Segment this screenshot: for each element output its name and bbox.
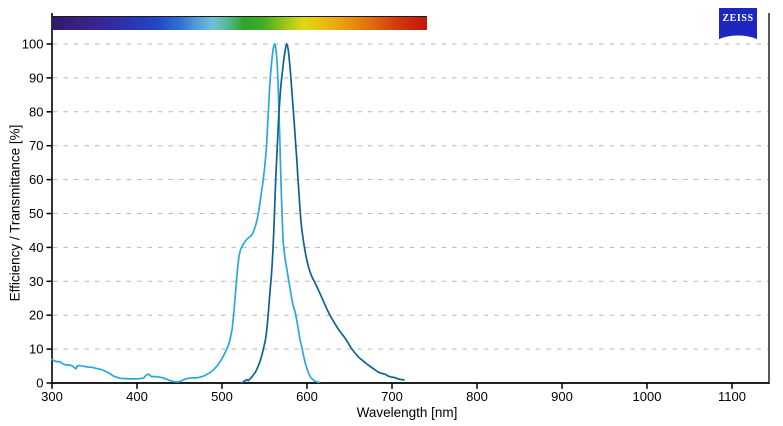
y-tick-label-40: 40 <box>29 240 43 255</box>
x-axis-title: Wavelength [nm] <box>356 405 458 420</box>
y-tick-label-100: 100 <box>22 37 44 52</box>
x-tick-label-800: 800 <box>466 389 488 404</box>
x-tick-label-400: 400 <box>126 389 148 404</box>
x-tick-label-500: 500 <box>211 389 233 404</box>
x-tick-label-700: 700 <box>381 389 403 404</box>
y-tick-label-80: 80 <box>29 104 43 119</box>
y-tick-label-50: 50 <box>29 206 43 221</box>
y-tick-label-30: 30 <box>29 274 43 289</box>
zeiss-logo-background <box>719 8 757 39</box>
zeiss-logo-lens-curve <box>719 35 757 39</box>
wavelength-spectrum-bar <box>52 16 427 30</box>
x-tick-label-1100: 1100 <box>718 389 746 404</box>
x-tick-label-300: 300 <box>41 389 63 404</box>
y-tick-label-70: 70 <box>29 138 43 153</box>
y-tick-label-10: 10 <box>29 342 43 357</box>
y-axis-title: Efficiency / Transmittance [%] <box>7 124 23 302</box>
zeiss-logo: ZEISS <box>719 8 757 39</box>
y-tick-label-90: 90 <box>29 70 43 85</box>
light-blue-curve <box>51 43 320 384</box>
x-tick-label-600: 600 <box>296 389 318 404</box>
dark-blue-curve <box>240 43 405 384</box>
x-tick-label-900: 900 <box>551 389 573 404</box>
y-tick-label-0: 0 <box>36 376 43 391</box>
zeiss-logo-text: ZEISS <box>722 13 753 24</box>
y-tick-label-20: 20 <box>29 308 43 323</box>
y-tick-label-60: 60 <box>29 172 43 187</box>
x-tick-label-1000: 1000 <box>633 389 662 404</box>
